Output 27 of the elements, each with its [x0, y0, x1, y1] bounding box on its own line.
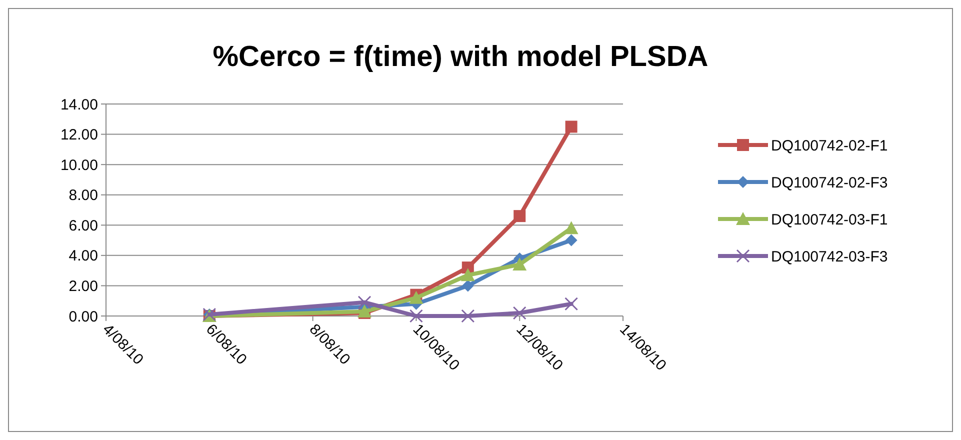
point [564, 297, 578, 311]
point [358, 296, 372, 310]
point [512, 258, 527, 271]
legend-label: DQ100742-02-F3 [771, 174, 888, 192]
point [461, 309, 475, 323]
point [564, 221, 578, 234]
y-tick-label: 14.00 [60, 96, 98, 114]
point [409, 290, 424, 304]
point [409, 309, 423, 323]
point [514, 210, 526, 222]
chart-title: %Cerco = f(time) with model PLSDA [212, 41, 708, 73]
point [565, 234, 578, 246]
legend-label: DQ100742-03-F1 [771, 211, 888, 228]
legend-label: DQ100742-02-F1 [771, 137, 888, 154]
y-tick-label: 0.00 [68, 308, 98, 326]
y-tick-label: 12.00 [60, 126, 98, 144]
point [358, 304, 372, 318]
point [565, 120, 578, 133]
y-tick-label: 10.00 [60, 156, 98, 174]
legend-label: DQ100742-03-F3 [771, 248, 888, 266]
y-tick-label: 2.00 [68, 278, 98, 295]
y-tick-label: 4.00 [68, 248, 98, 265]
y-tick-label: 8.00 [68, 187, 98, 204]
y-tick-label: 6.00 [68, 217, 98, 234]
point [512, 306, 526, 320]
point [462, 280, 474, 292]
point [460, 268, 475, 282]
